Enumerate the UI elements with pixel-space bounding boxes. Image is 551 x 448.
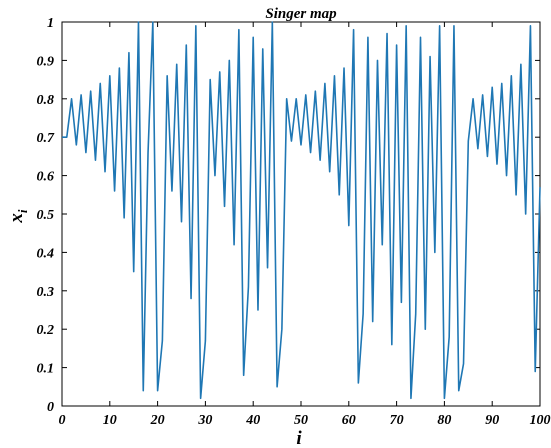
chart-title: Singer map bbox=[265, 6, 337, 22]
y-axis-label-main: x bbox=[6, 213, 27, 224]
x-tick-label: 50 bbox=[294, 413, 308, 428]
x-tick-label: 0 bbox=[59, 413, 66, 428]
x-tick-label: 40 bbox=[245, 413, 260, 428]
y-tick-label: 0.5 bbox=[37, 208, 55, 223]
y-tick-label: 0.8 bbox=[37, 93, 55, 108]
y-tick-label: 0.7 bbox=[37, 131, 56, 146]
x-tick-label: 80 bbox=[437, 413, 451, 428]
y-tick-label: 0.4 bbox=[37, 246, 55, 261]
series-line bbox=[62, 21, 541, 400]
svg-text:xi: xi bbox=[6, 209, 30, 224]
x-tick-label: 70 bbox=[390, 413, 404, 428]
x-tick-label: 60 bbox=[342, 413, 356, 428]
x-tick-label: 30 bbox=[197, 413, 212, 428]
y-tick-label: 0 bbox=[47, 400, 54, 415]
y-tick-label: 0.2 bbox=[37, 323, 55, 338]
axis-ticks bbox=[61, 21, 541, 407]
x-tick-label: 90 bbox=[485, 413, 499, 428]
x-axis-label: i bbox=[296, 428, 302, 448]
y-tick-label: 0.1 bbox=[37, 362, 55, 377]
x-tick-label: 20 bbox=[150, 413, 165, 428]
y-tick-label: 0.6 bbox=[37, 170, 55, 185]
y-tick-label: 0.3 bbox=[37, 285, 55, 300]
y-tick-label: 1 bbox=[47, 16, 54, 31]
y-axis-label: xi bbox=[6, 209, 30, 224]
x-tick-label: 100 bbox=[530, 413, 551, 428]
y-tick-label: 0.9 bbox=[37, 54, 55, 69]
x-tick-label: 10 bbox=[103, 413, 117, 428]
y-axis-label-subscript: i bbox=[15, 209, 30, 213]
plot-area bbox=[61, 21, 541, 407]
tick-labels: 0 10 20 30 40 50 60 70 80 90 100 0 0.1 0.2 0.3 0.4 0.5 0.… bbox=[37, 16, 551, 428]
